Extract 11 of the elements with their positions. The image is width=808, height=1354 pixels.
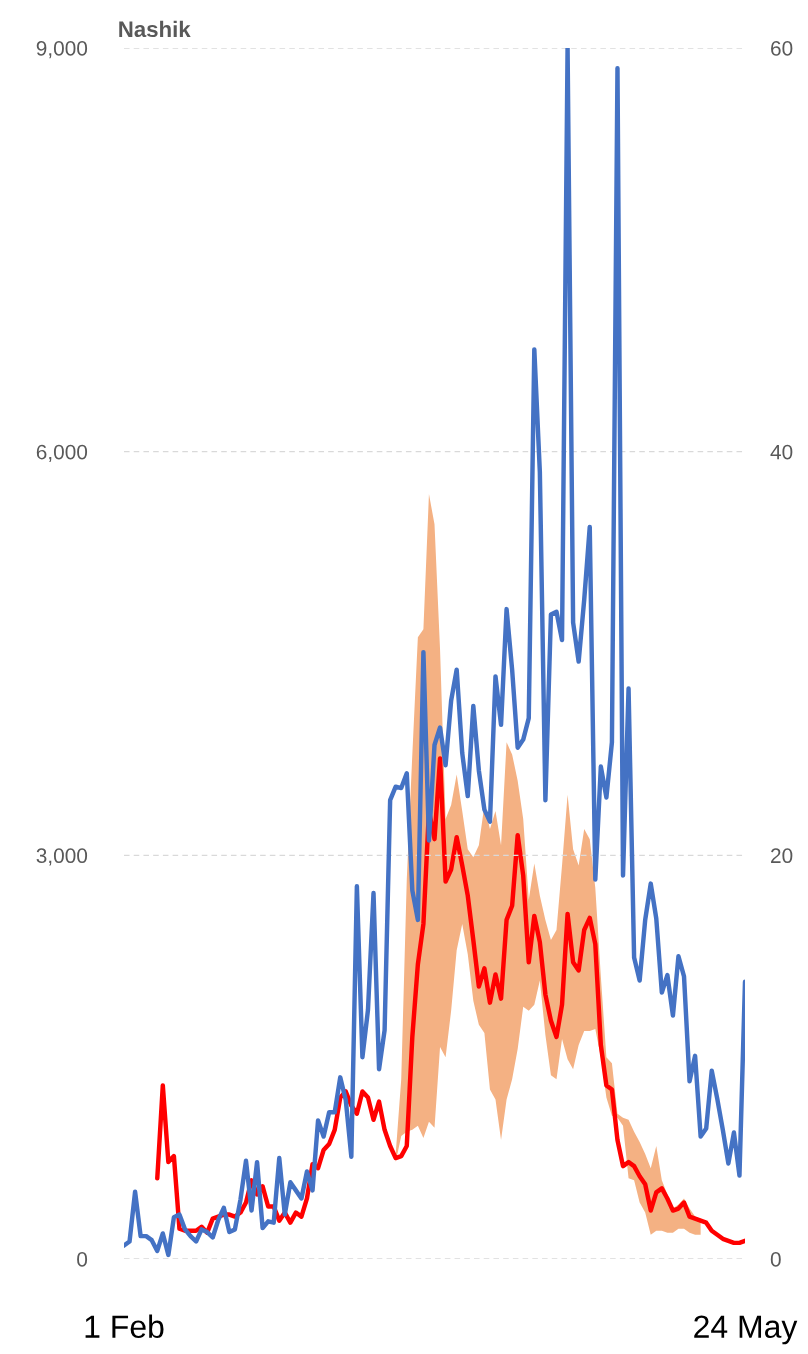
y-tick-label: 9,000 bbox=[36, 41, 88, 59]
y2-tick-label: 0 bbox=[770, 1252, 781, 1267]
chart-title: Nashik bbox=[119, 20, 191, 38]
y2-tick-label: 60 bbox=[771, 41, 793, 56]
y-tick-label: 0 bbox=[77, 1252, 88, 1267]
y-tick-label: 6,000 bbox=[36, 444, 88, 462]
x-tick-label: 1 Feb bbox=[85, 1314, 164, 1339]
y2-tick-label: 40 bbox=[770, 444, 793, 460]
y-tick-label: 3,000 bbox=[36, 848, 88, 866]
y2-tick-label: 20 bbox=[771, 848, 793, 864]
x-tick-label: 24 May bbox=[694, 1315, 798, 1345]
